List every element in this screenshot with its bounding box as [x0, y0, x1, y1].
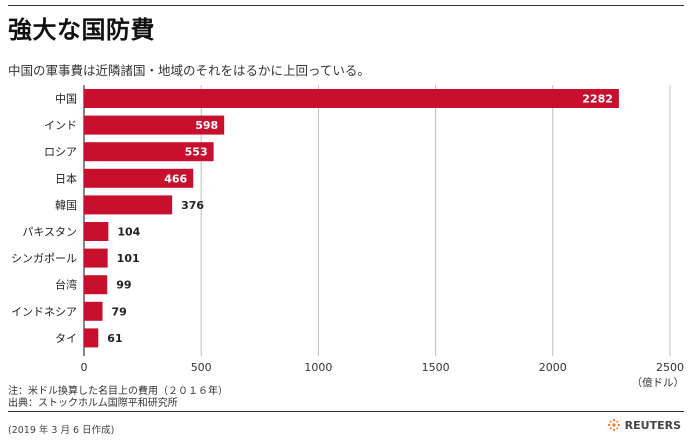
category-label: インド — [44, 119, 77, 132]
x-tick-label: 0 — [81, 361, 88, 374]
value-label: 2282 — [582, 93, 613, 106]
chart-notes: 注：米ドル換算した名目上の費用（２０１６年） 出典：ストックホルム国際平和研究所 — [8, 386, 228, 410]
source-line: 出典：ストックホルム国際平和研究所 — [8, 398, 178, 409]
category-label: ロシア — [44, 146, 77, 159]
category-label: 台湾 — [55, 278, 77, 292]
category-label: パキスタン — [22, 226, 77, 239]
x-unit-label: （億ドル） — [632, 376, 685, 389]
value-label: 466 — [164, 172, 187, 185]
category-label: 韓国 — [55, 199, 77, 212]
value-label: 598 — [195, 119, 218, 132]
bar — [84, 222, 109, 241]
note-line: 注：米ドル換算した名目上の費用（２０１６年） — [8, 386, 228, 397]
top-rule — [8, 5, 684, 6]
value-label: 79 — [112, 305, 127, 318]
x-tick-label: 2500 — [656, 361, 684, 374]
brand-name: REUTERS — [624, 418, 681, 432]
bar — [84, 89, 619, 108]
value-label: 376 — [181, 199, 204, 212]
bar — [84, 328, 99, 348]
bar — [84, 195, 173, 215]
category-label: シンガポール — [11, 252, 77, 265]
bar — [84, 168, 194, 188]
bar — [84, 248, 108, 268]
value-label: 101 — [117, 252, 140, 265]
category-label: インドネシア — [11, 305, 77, 318]
category-label: 中国 — [55, 93, 77, 106]
bottom-rule — [8, 411, 684, 412]
chart-title: 強大な国防費 — [8, 16, 155, 44]
x-tick-label: 1000 — [304, 361, 332, 374]
reuters-logo: REUTERS — [607, 418, 681, 432]
category-label: 日本 — [55, 171, 77, 185]
bar-chart: 0 500 1000 1500 2000 2500 （億ドル） 中国 2282 インド 598 ロシア… — [11, 85, 685, 389]
value-label: 61 — [107, 332, 122, 345]
reuters-dots-icon — [607, 419, 620, 431]
bar — [84, 115, 225, 135]
creation-date: (2019 年 3 月 6 日作成) — [8, 425, 115, 436]
bar — [84, 301, 103, 321]
x-tick-label: 1500 — [422, 361, 450, 374]
value-label: 553 — [185, 146, 208, 159]
value-label: 99 — [116, 279, 131, 292]
bar — [84, 142, 214, 162]
value-label: 104 — [117, 226, 140, 239]
x-tick-label: 2000 — [539, 361, 567, 374]
category-label: タイ — [55, 332, 77, 345]
bar — [84, 275, 108, 295]
x-tick-label: 500 — [191, 361, 212, 374]
chart-subtitle: 中国の軍事費は近隣諸国・地域のそれをはるかに上回っている。 — [8, 63, 370, 78]
